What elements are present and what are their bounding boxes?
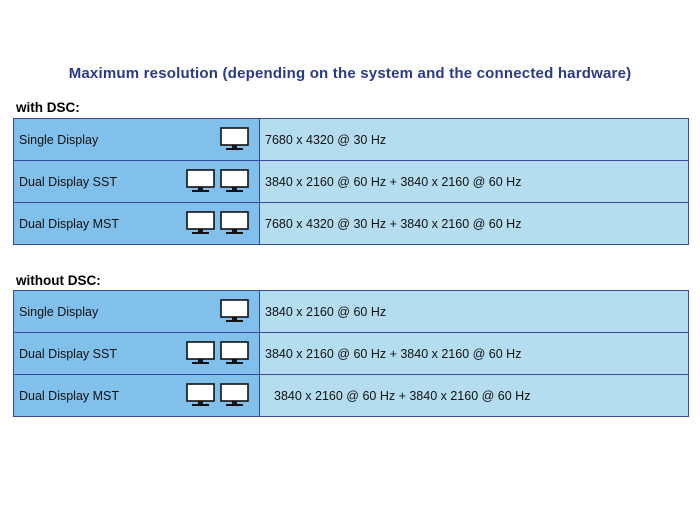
resolution-cell: 7680 x 4320 @ 30 Hz xyxy=(259,118,689,161)
monitor-icon xyxy=(220,127,249,155)
monitor-icons xyxy=(186,383,249,411)
mode-label: Dual Display SST xyxy=(19,174,117,189)
resolution-value: 3840 x 2160 @ 60 Hz + 3840 x 2160 @ 60 H… xyxy=(265,174,522,189)
table-without-dsc: Single Display 3840 x 2160 @ 60 Hz Dual Di… xyxy=(13,290,689,417)
mode-cell: Single Display xyxy=(13,290,260,333)
monitor-icon xyxy=(220,211,249,239)
monitor-icon xyxy=(186,211,215,239)
monitor-icons xyxy=(220,127,249,155)
monitor-icon xyxy=(220,299,249,327)
resolution-cell: 3840 x 2160 @ 60 Hz + 3840 x 2160 @ 60 H… xyxy=(259,332,689,375)
monitor-icon xyxy=(220,341,249,369)
mode-cell: Single Display xyxy=(13,118,260,161)
resolution-value: 3840 x 2160 @ 60 Hz + 3840 x 2160 @ 60 H… xyxy=(265,346,522,361)
page-title: Maximum resolution (depending on the sys… xyxy=(68,65,632,82)
resolution-cell: 7680 x 4320 @ 30 Hz + 3840 x 2160 @ 60 H… xyxy=(259,202,689,245)
mode-label: Dual Display MST xyxy=(19,216,120,231)
mode-label: Single Display xyxy=(19,304,99,319)
resolution-value: 7680 x 4320 @ 30 Hz + 3840 x 2160 @ 60 H… xyxy=(265,216,522,231)
mode-cell: Dual Display MST xyxy=(13,202,260,245)
table-row: Single Display 7680 x 4320 @ 30 Hz xyxy=(13,118,689,161)
mode-cell: Dual Display SST xyxy=(13,160,260,203)
monitor-icons xyxy=(220,299,249,327)
table-with-dsc: Single Display 7680 x 4320 @ 30 Hz Dual Di… xyxy=(13,118,689,245)
mode-label: Dual Display SST xyxy=(19,346,117,361)
monitor-icon xyxy=(186,383,215,411)
table-row: Single Display 3840 x 2160 @ 60 Hz xyxy=(13,290,689,333)
monitor-icons xyxy=(186,169,249,197)
monitor-icon xyxy=(186,169,215,197)
table-row: Dual Display SST 3840 x 2160 @ 60 Hz + 38… xyxy=(13,160,689,203)
monitor-icons xyxy=(186,211,249,239)
resolution-value: 3840 x 2160 @ 60 Hz xyxy=(265,304,387,319)
resolution-cell: 3840 x 2160 @ 60 Hz + 3840 x 2160 @ 60 H… xyxy=(259,374,689,417)
monitor-icon xyxy=(220,169,249,197)
mode-cell: Dual Display SST xyxy=(13,332,260,375)
table-row: Dual Display MST 7680 x 4320 @ 30 Hz + 38… xyxy=(13,202,689,245)
monitor-icon xyxy=(220,383,249,411)
resolution-value: 3840 x 2160 @ 60 Hz + 3840 x 2160 @ 60 H… xyxy=(274,388,531,403)
monitor-icons xyxy=(186,341,249,369)
table-row: Dual Display SST 3840 x 2160 @ 60 Hz + 38… xyxy=(13,332,689,375)
mode-label: Single Display xyxy=(19,132,99,147)
resolution-cell: 3840 x 2160 @ 60 Hz + 3840 x 2160 @ 60 H… xyxy=(259,160,689,203)
mode-cell: Dual Display MST xyxy=(13,374,260,417)
section-label-with-dsc: with DSC: xyxy=(16,100,80,115)
resolution-value: 7680 x 4320 @ 30 Hz xyxy=(265,132,387,147)
section-label-without-dsc: without DSC: xyxy=(16,273,101,288)
mode-label: Dual Display MST xyxy=(19,388,120,403)
monitor-icon xyxy=(186,341,215,369)
resolution-cell: 3840 x 2160 @ 60 Hz xyxy=(259,290,689,333)
table-row: Dual Display MST 3840 x 2160 @ 60 Hz + 38… xyxy=(13,374,689,417)
